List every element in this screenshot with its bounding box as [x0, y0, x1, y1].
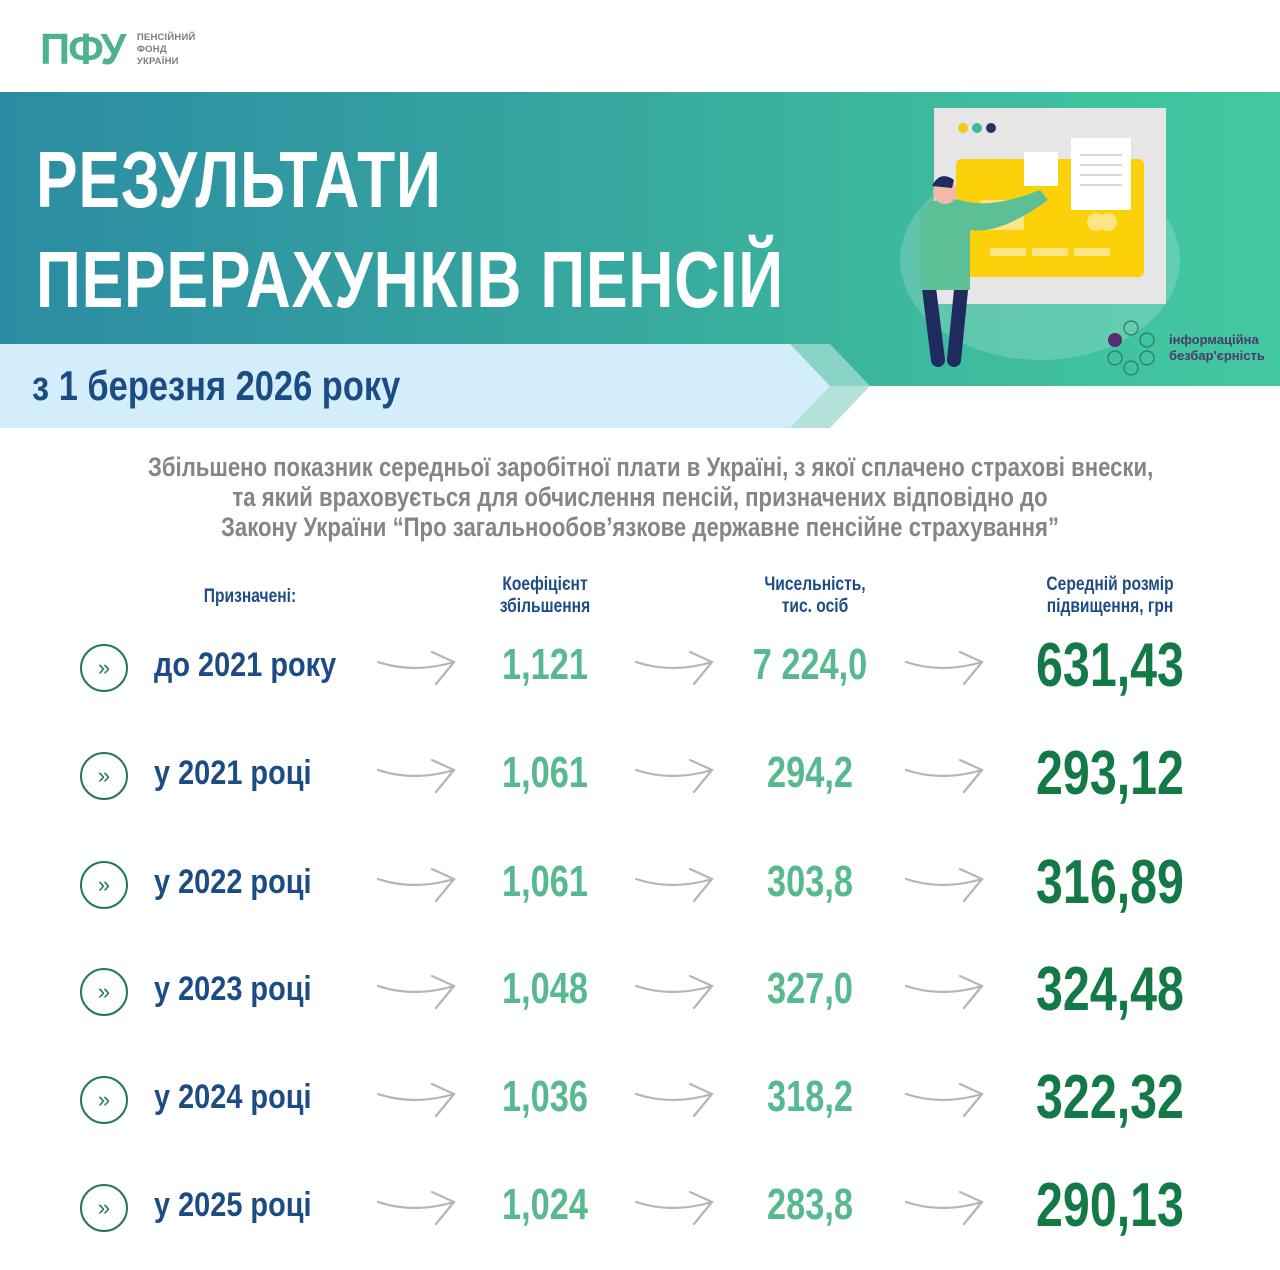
logo-mark: ПФУ — [40, 25, 126, 74]
curved-arrow-right-icon — [376, 758, 456, 794]
accessibility-line-1: інформаційна — [1169, 332, 1259, 347]
header-coefficient-line-2: збільшення — [499, 596, 591, 617]
curved-arrow-right-icon — [904, 974, 984, 1010]
double-chevron-right-circle-icon: » — [80, 752, 128, 800]
row-count: 7 224,0 — [752, 640, 868, 689]
curved-arrow-right-icon — [376, 1190, 456, 1226]
accessibility-circles-icon — [1107, 320, 1155, 376]
header-assigned: Призначені: — [203, 586, 297, 607]
curved-arrow-right-icon — [634, 1082, 714, 1118]
row-count: 318,2 — [767, 1072, 853, 1121]
row-coefficient: 1,048 — [502, 964, 588, 1013]
logo-text: ПЕНСІЙНИЙ ФОНД УКРАЇНИ — [137, 32, 196, 68]
curved-arrow-right-icon — [904, 867, 984, 903]
header-average-line-2: підвищення, грн — [1046, 596, 1174, 617]
curved-arrow-right-icon — [376, 974, 456, 1010]
double-chevron-right-circle-icon: » — [80, 644, 128, 692]
intro-line-2: та який враховується для обчислення пенс… — [232, 482, 1048, 512]
row-count: 303,8 — [767, 857, 853, 906]
double-chevron-right-circle-icon: » — [80, 861, 128, 909]
header-coefficient-line-1: Коефіцієнт — [502, 574, 588, 595]
title-line-1: РЕЗУЛЬТАТИ — [36, 135, 442, 224]
ribbon-shape — [0, 344, 870, 428]
row-coefficient: 1,061 — [502, 748, 588, 797]
curved-arrow-right-icon — [634, 867, 714, 903]
pfu-logo: ПФУ ПЕНСІЙНИЙ ФОНД УКРАЇНИ — [40, 28, 196, 72]
curved-arrow-right-icon — [634, 1190, 714, 1226]
header-average-line-1: Середній розмір — [1046, 574, 1174, 595]
curved-arrow-right-icon — [376, 867, 456, 903]
table-row: » у 2022 році 1,061 303,8 316,89 — [0, 845, 1280, 925]
intro-line-3: Закону України “Про загальнообов’язкове … — [221, 512, 1059, 542]
row-period-label: у 2025 році — [154, 1186, 312, 1224]
header-count-line-2: тис. осіб — [781, 596, 849, 617]
header-count-line-1: Чисельність, — [764, 574, 866, 595]
double-chevron-right-circle-icon: » — [80, 968, 128, 1016]
table-row: » у 2023 році 1,048 327,0 324,48 — [0, 952, 1280, 1032]
curved-arrow-right-icon — [634, 974, 714, 1010]
row-average-increase: 631,43 — [1036, 631, 1184, 700]
intro-paragraph: Збільшено показник середньої заробітної … — [40, 452, 1240, 542]
page-title: РЕЗУЛЬТАТИ ПЕРЕРАХУНКІВ ПЕНСІЙ — [36, 130, 784, 330]
logo-line-2: ФОНД — [136, 44, 167, 55]
double-chevron-right-circle-icon: » — [80, 1184, 128, 1232]
row-period-label: у 2023 році — [154, 970, 312, 1008]
row-period-label: у 2021 році — [154, 754, 312, 792]
row-average-increase: 293,12 — [1036, 739, 1184, 808]
header-coefficient: Коефіцієнт збільшення — [475, 574, 614, 618]
row-average-increase: 290,13 — [1036, 1171, 1184, 1240]
accessibility-line-2: безбар'єрність — [1169, 348, 1265, 363]
card-payment-illustration-icon — [900, 108, 1180, 367]
row-average-increase: 324,48 — [1036, 955, 1184, 1024]
row-period-label: до 2021 року — [154, 646, 337, 684]
curved-arrow-right-icon — [904, 650, 984, 686]
curved-arrow-right-icon — [634, 758, 714, 794]
row-period-label: у 2024 році — [154, 1078, 312, 1116]
header-average: Середній розмір підвищення, грн — [1036, 574, 1184, 618]
curved-arrow-right-icon — [634, 650, 714, 686]
table-row: » у 2025 році 1,024 283,8 290,13 — [0, 1168, 1280, 1248]
curved-arrow-right-icon — [904, 1082, 984, 1118]
row-count: 294,2 — [767, 748, 853, 797]
intro-line-1: Збільшено показник середньої заробітної … — [148, 452, 1154, 482]
logo-line-3: УКРАЇНИ — [136, 56, 179, 67]
accessibility-badge: інформаційна безбар'єрність — [1105, 320, 1265, 376]
header-count: Чисельність, тис. осіб — [745, 574, 884, 618]
row-coefficient: 1,024 — [502, 1180, 588, 1229]
title-line-2: ПЕРЕРАХУНКІВ ПЕНСІЙ — [36, 235, 784, 324]
table-row: » до 2021 року 1,121 7 224,0 631,43 — [0, 628, 1280, 708]
curved-arrow-right-icon — [904, 758, 984, 794]
row-period-label: у 2022 році — [154, 863, 312, 901]
effective-date: з 1 березня 2026 року — [32, 362, 401, 409]
table-row: » у 2021 році 1,061 294,2 293,12 — [0, 736, 1280, 816]
table-row: » у 2024 році 1,036 318,2 322,32 — [0, 1060, 1280, 1140]
curved-arrow-right-icon — [376, 650, 456, 686]
curved-arrow-right-icon — [904, 1190, 984, 1226]
date-ribbon: з 1 березня 2026 року — [0, 344, 870, 428]
row-coefficient: 1,061 — [502, 857, 588, 906]
row-coefficient: 1,036 — [502, 1072, 588, 1121]
row-average-increase: 322,32 — [1036, 1063, 1184, 1132]
logo-line-1: ПЕНСІЙНИЙ — [136, 32, 196, 43]
curved-arrow-right-icon — [376, 1082, 456, 1118]
double-chevron-right-circle-icon: » — [80, 1076, 128, 1124]
row-count: 327,0 — [767, 964, 853, 1013]
row-average-increase: 316,89 — [1036, 848, 1184, 917]
row-coefficient: 1,121 — [502, 640, 588, 689]
row-count: 283,8 — [767, 1180, 853, 1229]
